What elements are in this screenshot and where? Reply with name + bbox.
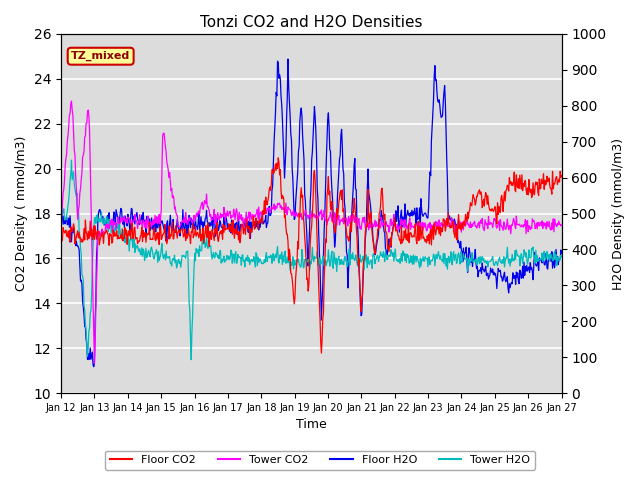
Text: TZ_mixed: TZ_mixed bbox=[71, 51, 131, 61]
Y-axis label: CO2 Density ( mmol/m3): CO2 Density ( mmol/m3) bbox=[15, 136, 28, 291]
Y-axis label: H2O Density (mmol/m3): H2O Density (mmol/m3) bbox=[612, 138, 625, 289]
Title: Tonzi CO2 and H2O Densities: Tonzi CO2 and H2O Densities bbox=[200, 15, 422, 30]
X-axis label: Time: Time bbox=[296, 419, 326, 432]
Legend: Floor CO2, Tower CO2, Floor H2O, Tower H2O: Floor CO2, Tower CO2, Floor H2O, Tower H… bbox=[105, 451, 535, 469]
